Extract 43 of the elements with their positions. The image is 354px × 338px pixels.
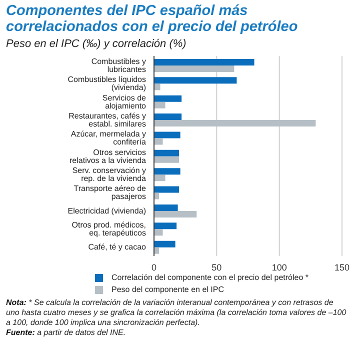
y-tick-label: Otros servicios relativos a la vivienda <box>70 148 147 165</box>
bar <box>154 138 163 145</box>
bar <box>154 192 160 200</box>
bar <box>154 186 180 193</box>
y-tick-label: Combustibles líquidos (vivienda) <box>68 75 146 92</box>
bar <box>154 66 234 72</box>
y-tick-label: Transporte aéreo de pasajeros <box>74 184 147 202</box>
text: Nota: * Se calcula la correlación de la variación interanual contemporánea y con retrasos de uno hasta cuatro meses y se grafica la correlación máxima (la correlación toma valores de –100 a 100, donde 100 implica una sincronización perfecta). <box>6 298 346 327</box>
x-tick-label: 100 <box>272 262 287 272</box>
bar <box>154 168 180 175</box>
legend-label: Correlación del componente con el precio del petróleo * <box>111 273 308 282</box>
bar <box>154 132 180 138</box>
bar <box>154 84 160 90</box>
bar <box>154 210 197 218</box>
bar <box>154 240 176 248</box>
y-tick-label: Restaurantes, cafés y establ. similares <box>68 111 146 128</box>
bar <box>154 222 177 230</box>
x-tick-label: 150 <box>334 262 350 272</box>
x-tick-label: 0 <box>151 262 157 272</box>
bar <box>154 247 160 254</box>
bar <box>154 156 180 163</box>
bar <box>154 150 180 156</box>
bar <box>154 174 166 182</box>
y-tick-label: Combustibles y lubricantes <box>91 56 146 74</box>
y-tick-label: Electricidad (vivienda) <box>68 206 146 216</box>
bar <box>154 102 166 108</box>
y-tick-label: Servicios de alojamiento <box>102 93 147 110</box>
x-tick-label: 50 <box>212 262 222 272</box>
bar <box>154 77 237 84</box>
y-tick-label: Café, té y cacao <box>88 242 147 252</box>
chart-title: Componentes del IPC español más correlacionados con el precio del petróleo <box>6 3 299 35</box>
legend-label: Peso del componente en el IPC <box>111 285 224 294</box>
y-tick-label: Otros prod. médicos, eq. terapéuticos <box>72 220 146 238</box>
bar <box>154 95 182 102</box>
bar <box>154 114 182 120</box>
bar <box>154 59 254 66</box>
bar <box>154 204 178 211</box>
bar <box>154 120 316 127</box>
y-tick-label: Serv. conservación y rep. de la vivienda <box>72 166 147 184</box>
chart-subtitle: Peso en el IPC (‰) y correlación (%) <box>6 38 188 50</box>
source-note: Fuente: a partir de datos del INE. <box>6 328 126 337</box>
bar <box>154 229 163 236</box>
y-tick-label: Azúcar, mermelada y confitería <box>70 130 147 147</box>
